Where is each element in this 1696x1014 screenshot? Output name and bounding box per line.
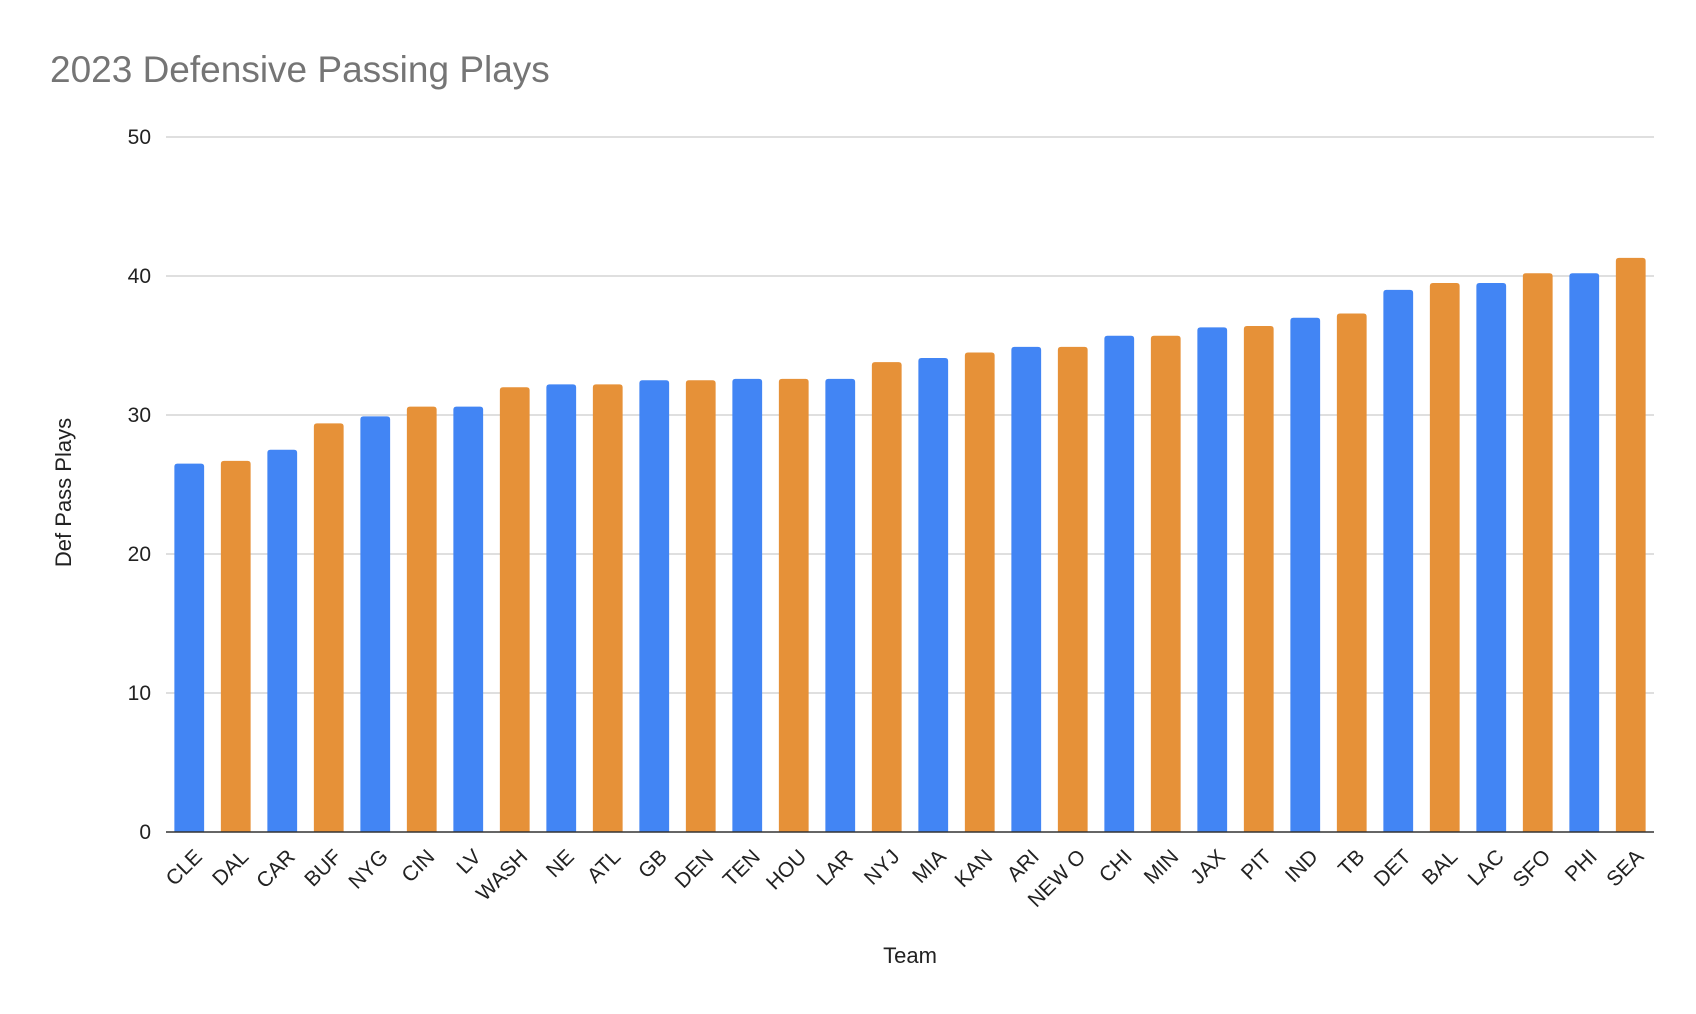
bar-tb <box>1336 313 1367 832</box>
x-tick-label: LV <box>452 845 485 878</box>
chart-title: 2023 Defensive Passing Plays <box>50 49 550 90</box>
bar-atl <box>592 384 623 832</box>
bar-lac <box>1476 282 1507 832</box>
x-tick-label: CHI <box>1095 845 1137 887</box>
y-tick-label: 40 <box>128 265 151 288</box>
bar-hou <box>778 378 809 832</box>
bar-min <box>1150 335 1181 832</box>
x-tick-label: LAC <box>1464 845 1509 890</box>
x-tick-label: CAR <box>252 845 300 893</box>
bar-buf <box>313 423 344 832</box>
x-tick-label: DEN <box>671 845 719 893</box>
bar-cle <box>174 463 205 832</box>
x-tick-label: SFO <box>1508 845 1555 892</box>
x-tick-label: BAL <box>1418 845 1462 889</box>
bar-pit <box>1243 326 1274 832</box>
x-tick-label: MIN <box>1140 845 1183 888</box>
x-tick-label: ATL <box>583 845 625 887</box>
y-tick-label: 0 <box>139 821 151 844</box>
bar-kan <box>964 352 995 832</box>
bar-jax <box>1197 327 1228 832</box>
x-tick-label: CIN <box>397 845 439 887</box>
x-tick-label: PIT <box>1237 845 1276 884</box>
bar-new-o <box>1057 346 1088 832</box>
x-tick-label: MIA <box>908 845 951 888</box>
bar-lar <box>825 378 856 832</box>
bar-chi <box>1104 335 1135 832</box>
bar-ne <box>546 384 577 832</box>
bar-ind <box>1290 317 1321 832</box>
x-tick-label: PHI <box>1561 845 1602 886</box>
y-axis-ticks: 0 10 20 30 40 50 <box>128 126 151 844</box>
x-tick-label: ARI <box>1003 845 1044 886</box>
bar-wash <box>499 387 530 832</box>
x-tick-label: DET <box>1370 845 1416 891</box>
x-tick-label: WASH <box>472 845 532 905</box>
x-tick-label: KAN <box>950 845 997 892</box>
x-tick-label: SEA <box>1602 845 1648 891</box>
x-tick-label: JAX <box>1186 845 1229 888</box>
x-tick-label: GB <box>634 845 672 883</box>
x-tick-label: NE <box>542 845 579 882</box>
bar-ari <box>1011 346 1042 832</box>
bar-gb <box>639 380 670 832</box>
bars <box>174 257 1646 833</box>
bar-dal <box>220 460 251 832</box>
x-axis-title: Team <box>883 943 937 968</box>
x-tick-label: NYG <box>344 845 392 893</box>
x-tick-label: CLE <box>162 845 207 890</box>
bar-cin <box>406 406 437 832</box>
y-tick-label: 30 <box>128 404 151 427</box>
bar-mia <box>918 358 949 832</box>
x-tick-label: HOU <box>762 845 811 894</box>
y-tick-label: 20 <box>128 543 151 566</box>
y-axis-title: Def Pass Plays <box>51 418 76 567</box>
y-tick-label: 50 <box>128 126 151 149</box>
bar-phi <box>1569 273 1600 833</box>
x-tick-label: IND <box>1281 845 1323 887</box>
x-tick-label: TB <box>1334 845 1369 880</box>
x-tick-label: LAR <box>813 845 858 890</box>
bar-ten <box>732 378 763 832</box>
bar-nyg <box>360 416 391 832</box>
bar-sea <box>1615 257 1646 832</box>
bar-lv <box>453 406 484 832</box>
bar-car <box>267 449 298 832</box>
x-tick-label: TEN <box>719 845 765 891</box>
x-tick-label: BUF <box>300 845 346 891</box>
y-tick-label: 10 <box>128 682 151 705</box>
bar-bal <box>1429 282 1460 832</box>
bar-den <box>685 380 716 832</box>
bar-sfo <box>1522 273 1553 833</box>
x-tick-label: NYJ <box>860 845 904 889</box>
bar-nyj <box>871 362 902 832</box>
bar-det <box>1383 289 1414 832</box>
x-tick-label: DAL <box>208 845 253 890</box>
